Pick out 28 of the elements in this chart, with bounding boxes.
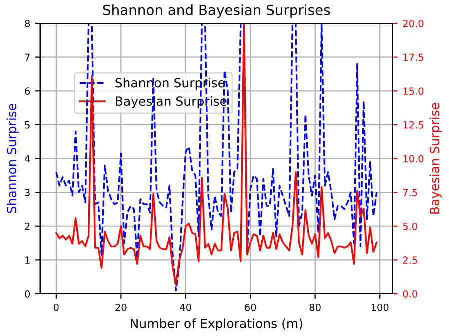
x-tick-label: 80 — [310, 304, 321, 312]
y2-tick-label: 20.0 — [403, 20, 424, 28]
x-tick-label: 0 — [54, 304, 59, 312]
y-tick-label: 3 — [25, 189, 30, 196]
y2-tick-label: 2.5 — [403, 256, 418, 264]
y2-tick-label: 12.5 — [404, 121, 424, 129]
y-axis-title: Shannon Surprise — [6, 104, 19, 214]
y-tick-label: 8 — [25, 20, 30, 28]
y-tick-label: 4 — [24, 155, 30, 162]
y-tick-label: 6 — [25, 88, 30, 95]
y2-tick-label: 10.0 — [404, 155, 424, 163]
x-tick-label: 20 — [116, 304, 127, 312]
y-tick-label: 0 — [25, 290, 30, 298]
y-tick-label: 7 — [25, 54, 30, 62]
y-tick-label: 1 — [26, 256, 30, 264]
y-tick-label: 5 — [25, 122, 30, 129]
y2-tick-label: 0.0 — [403, 290, 418, 298]
y2-tick-label: 15.0 — [404, 88, 424, 95]
y2-tick-label: 17.5 — [404, 54, 424, 62]
y2-tick-label: 5.0 — [403, 222, 418, 230]
y2-tick-label: 7.5 — [403, 189, 418, 196]
x-tick-label: 100 — [372, 304, 389, 312]
chart-title: Shannon and Bayesian Surprises — [103, 4, 330, 18]
x-tick-label: 60 — [245, 304, 256, 312]
x-tick-label: 40 — [180, 304, 192, 312]
x-axis-title: Number of Explorations (m) — [131, 318, 302, 331]
y2-axis-title: Bayesian Surprise — [430, 103, 442, 214]
y-tick-label: 2 — [25, 222, 30, 230]
